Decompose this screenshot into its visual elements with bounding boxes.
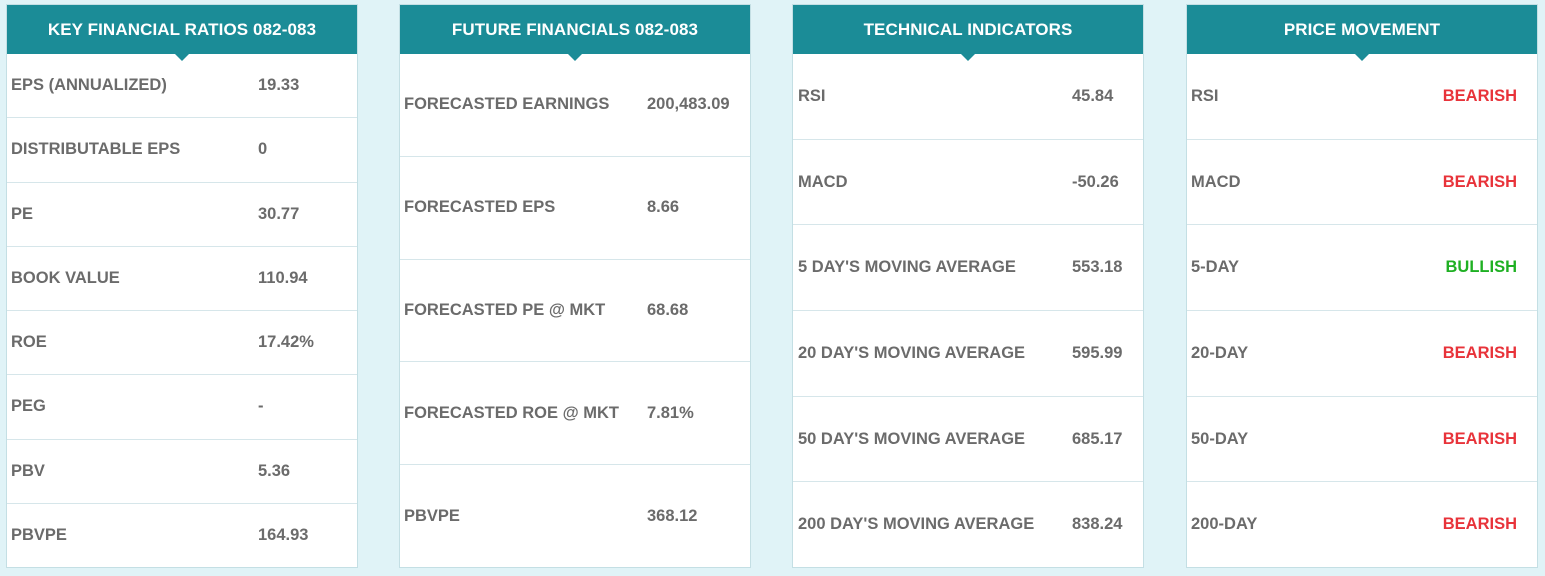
indicator-row-5-day-ma: 5 DAY'S MOVING AVERAGE 553.18 — [793, 225, 1143, 312]
ratio-row-pbv: PBV 5.36 — [7, 440, 357, 504]
row-value: 0 — [258, 140, 268, 159]
row-value: 30.77 — [258, 204, 300, 223]
row-value: 5.36 — [258, 461, 291, 480]
indicator-row-20-day-ma: 20 DAY'S MOVING AVERAGE 595.99 — [793, 311, 1143, 397]
ratio-row-distributable-eps: DISTRIBUTABLE EPS 0 — [7, 118, 357, 183]
movement-row-macd: MACD BEARISH — [1187, 140, 1537, 226]
signal-badge: BEARISH — [1442, 343, 1517, 362]
row-value: 8.66 — [647, 198, 680, 217]
row-value: - — [258, 397, 264, 416]
ratio-row-peg: PEG - — [7, 375, 357, 440]
row-value: 685.17 — [1072, 429, 1123, 448]
forecast-row-pbvpe: PBVPE 368.12 — [400, 465, 750, 567]
caret-down-icon — [175, 54, 189, 61]
ratio-row-roe: ROE 17.42% — [7, 311, 357, 376]
row-label: RSI — [1191, 86, 1219, 105]
panel-title: TECHNICAL INDICATORS — [863, 19, 1073, 39]
row-label: 5-DAY — [1191, 258, 1239, 277]
row-label: 50 DAY'S MOVING AVERAGE — [798, 429, 1026, 448]
row-label: 20 DAY'S MOVING AVERAGE — [798, 343, 1026, 362]
panel-header: TECHNICAL INDICATORS — [793, 5, 1143, 61]
forecast-list: FORECASTED EARNINGS 200,483.09 FORECASTE… — [400, 54, 750, 567]
row-label: DISTRIBUTABLE EPS — [11, 140, 181, 159]
row-label: FORECASTED PE @ MKT — [404, 300, 606, 319]
forecast-row-pe: FORECASTED PE @ MKT 68.68 — [400, 260, 750, 363]
panel-title: FUTURE FINANCIALS 082-083 — [451, 19, 699, 39]
ratio-row-pbvpe: PBVPE 164.93 — [7, 504, 357, 567]
row-value: 164.93 — [258, 525, 309, 544]
panel-title: KEY FINANCIAL RATIOS 082-083 — [47, 19, 317, 39]
row-label: PBVPE — [404, 506, 460, 525]
signal-badge: BEARISH — [1442, 86, 1517, 105]
movement-list: RSI BEARISH MACD BEARISH 5-DAY BULLISH 2… — [1187, 54, 1537, 567]
forecast-row-roe: FORECASTED ROE @ MKT 7.81% — [400, 362, 750, 466]
forecast-row-eps: FORECASTED EPS 8.66 — [400, 157, 750, 260]
row-label: PBV — [11, 461, 45, 480]
indicator-row-50-day-ma: 50 DAY'S MOVING AVERAGE 685.17 — [793, 397, 1143, 483]
ratio-row-eps-annualized: EPS (ANNUALIZED) 19.33 — [7, 54, 357, 119]
row-label: FORECASTED ROE @ MKT — [404, 403, 620, 422]
row-label: RSI — [798, 86, 826, 105]
signal-badge: BULLISH — [1445, 258, 1518, 277]
movement-row-200-day: 200-DAY BEARISH — [1187, 482, 1537, 567]
caret-down-icon — [961, 54, 975, 61]
row-value: 595.99 — [1072, 343, 1123, 362]
caret-down-icon — [568, 54, 582, 61]
row-label: 20-DAY — [1191, 343, 1249, 362]
row-label: ROE — [11, 333, 47, 352]
row-label: FORECASTED EPS — [404, 198, 556, 217]
signal-badge: BEARISH — [1442, 515, 1517, 534]
row-value: 200,483.09 — [647, 95, 730, 114]
row-label: 200 DAY'S MOVING AVERAGE — [798, 515, 1035, 534]
panel-header: PRICE MOVEMENT — [1187, 5, 1537, 61]
row-label: PBVPE — [11, 525, 67, 544]
price-movement-panel: PRICE MOVEMENT RSI BEARISH MACD BEARISH … — [1186, 4, 1538, 568]
row-label: EPS (ANNUALIZED) — [11, 76, 167, 95]
row-value: 110.94 — [258, 268, 308, 287]
indicator-row-200-day-ma: 200 DAY'S MOVING AVERAGE 838.24 — [793, 482, 1143, 567]
indicator-row-macd: MACD -50.26 — [793, 140, 1143, 226]
signal-badge: BEARISH — [1442, 172, 1517, 191]
row-value: 553.18 — [1072, 258, 1123, 277]
row-value: 838.24 — [1072, 515, 1123, 534]
indicator-row-rsi: RSI 45.84 — [793, 54, 1143, 140]
row-value: 368.12 — [647, 506, 698, 525]
row-label: FORECASTED EARNINGS — [404, 95, 610, 114]
row-label: MACD — [798, 172, 848, 191]
movement-row-rsi: RSI BEARISH — [1187, 54, 1537, 140]
ratio-row-pe: PE 30.77 — [7, 183, 357, 247]
ratio-list: EPS (ANNUALIZED) 19.33 DISTRIBUTABLE EPS… — [7, 54, 357, 567]
row-value: 17.42% — [258, 333, 314, 352]
row-label: 200-DAY — [1191, 515, 1258, 534]
movement-row-5-day: 5-DAY BULLISH — [1187, 225, 1537, 312]
indicator-list: RSI 45.84 MACD -50.26 5 DAY'S MOVING AVE… — [793, 54, 1143, 567]
row-value: 19.33 — [258, 76, 300, 95]
row-label: PEG — [11, 397, 46, 416]
future-financials-panel: FUTURE FINANCIALS 082-083 FORECASTED EAR… — [399, 4, 751, 568]
row-label: 5 DAY'S MOVING AVERAGE — [798, 258, 1016, 277]
row-label: PE — [11, 204, 34, 223]
panel-header: KEY FINANCIAL RATIOS 082-083 — [7, 5, 357, 61]
forecast-row-earnings: FORECASTED EARNINGS 200,483.09 — [400, 54, 750, 157]
panel-header: FUTURE FINANCIALS 082-083 — [400, 5, 750, 61]
panel-title: PRICE MOVEMENT — [1283, 19, 1441, 39]
row-value: 7.81% — [647, 403, 694, 422]
row-value: -50.26 — [1072, 172, 1119, 191]
signal-badge: BEARISH — [1442, 429, 1517, 448]
movement-row-20-day: 20-DAY BEARISH — [1187, 311, 1537, 397]
row-value: 68.68 — [647, 300, 689, 319]
caret-down-icon — [1355, 54, 1369, 61]
key-financial-ratios-panel: KEY FINANCIAL RATIOS 082-083 EPS (ANNUAL… — [6, 4, 358, 568]
ratio-row-book-value: BOOK VALUE 110.94 — [7, 247, 357, 311]
row-value: 45.84 — [1072, 86, 1114, 105]
movement-row-50-day: 50-DAY BEARISH — [1187, 397, 1537, 483]
row-label: BOOK VALUE — [11, 268, 120, 287]
row-label: MACD — [1191, 172, 1241, 191]
technical-indicators-panel: TECHNICAL INDICATORS RSI 45.84 MACD -50.… — [792, 4, 1144, 568]
row-label: 50-DAY — [1191, 429, 1249, 448]
